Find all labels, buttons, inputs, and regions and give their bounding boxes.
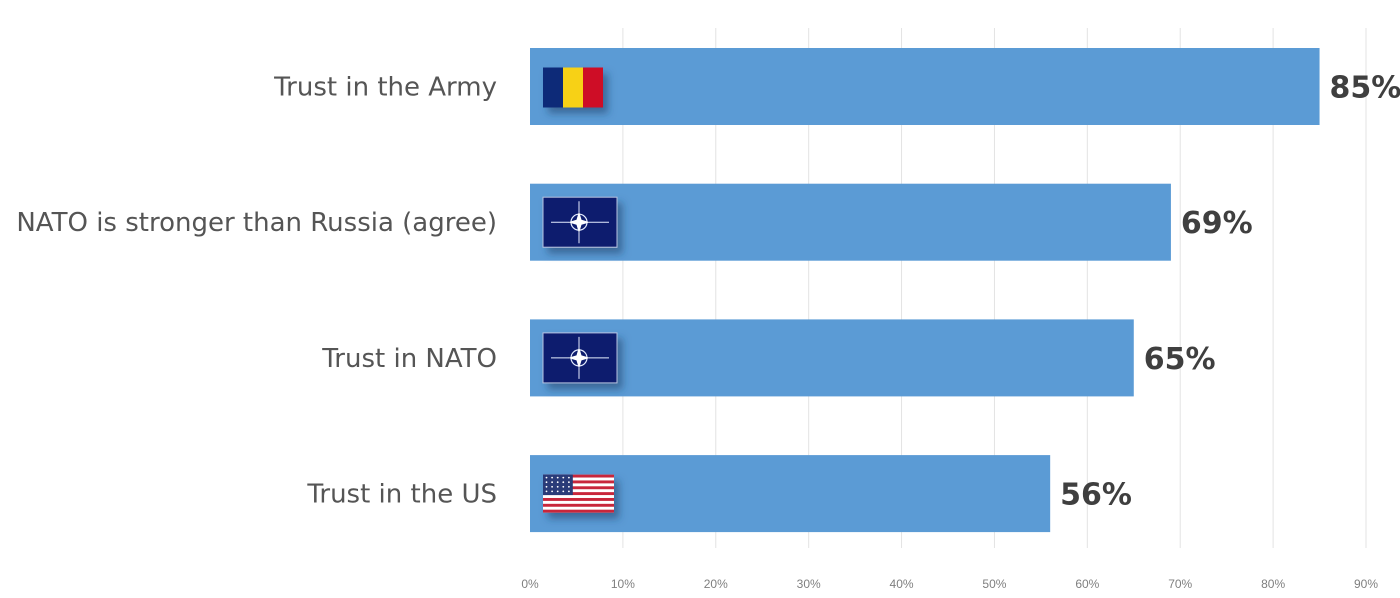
- value-label: 69%: [1181, 206, 1253, 241]
- category-label: NATO is stronger than Russia (agree): [16, 208, 497, 238]
- x-tick-label: 60%: [1075, 577, 1099, 591]
- labels: Trust in the Army 85% NATO is stronger tha…: [16, 71, 1400, 513]
- x-tick-label: 80%: [1261, 577, 1285, 591]
- x-axis-ticks: 0% 10% 20% 30% 40% 50% 60% 70% 80% 90%: [521, 577, 1378, 591]
- category-label: Trust in NATO: [321, 344, 497, 374]
- x-tick-label: 70%: [1168, 577, 1192, 591]
- x-tick-label: 0%: [521, 577, 539, 591]
- category-label: Trust in the US: [306, 480, 497, 510]
- romania-flag-icon: [543, 67, 603, 108]
- value-label: 56%: [1060, 478, 1132, 513]
- value-label: 65%: [1144, 342, 1216, 377]
- nato-flag-icon: [542, 332, 618, 384]
- nato-flag-icon: [542, 196, 618, 248]
- bar: [530, 319, 1134, 397]
- flags: [542, 67, 618, 513]
- x-tick-label: 10%: [611, 577, 635, 591]
- x-tick-label: 90%: [1354, 577, 1378, 591]
- x-tick-label: 40%: [890, 577, 914, 591]
- bar: [530, 48, 1320, 125]
- category-label: Trust in the Army: [273, 73, 497, 103]
- value-label: 85%: [1330, 71, 1400, 106]
- usa-flag-icon: [543, 474, 614, 513]
- bar: [530, 455, 1051, 533]
- x-tick-label: 50%: [982, 577, 1006, 591]
- x-tick-label: 30%: [797, 577, 821, 591]
- x-tick-label: 20%: [704, 577, 728, 591]
- bars: [530, 48, 1320, 533]
- bar: [530, 183, 1171, 261]
